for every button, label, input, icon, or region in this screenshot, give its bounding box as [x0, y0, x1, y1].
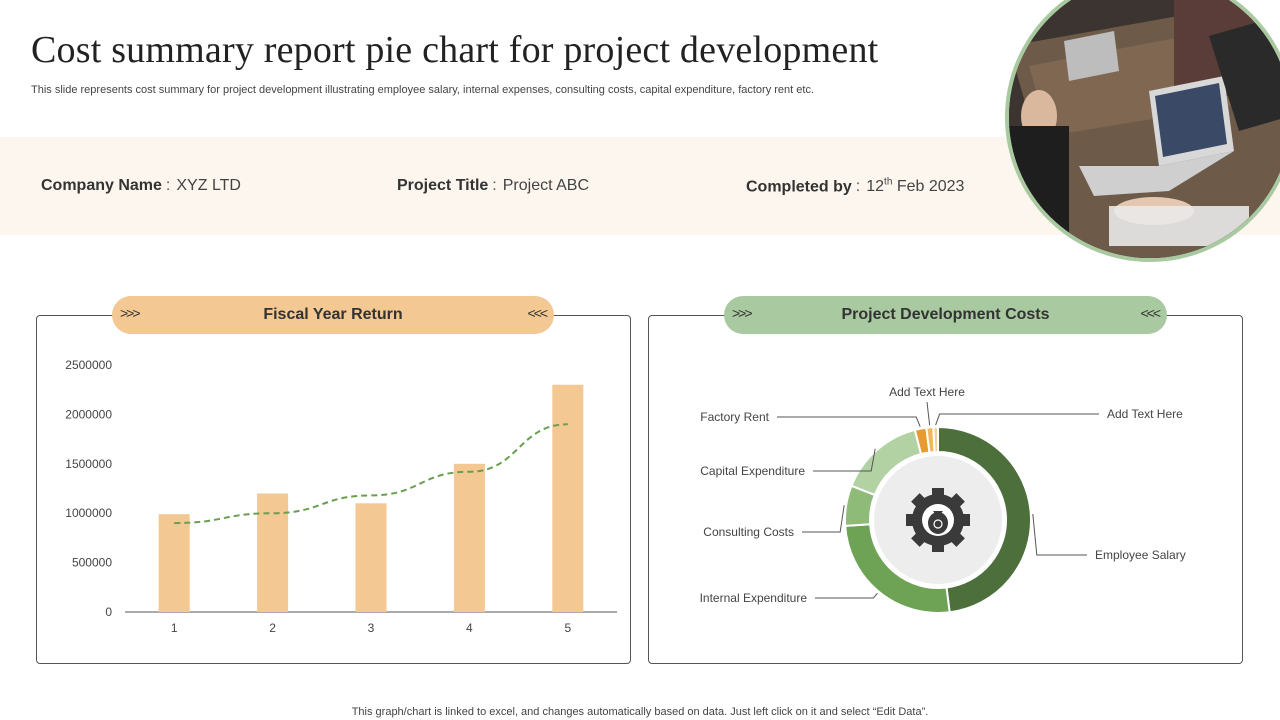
completed-separator: :	[855, 178, 861, 196]
y-tick-label: 500000	[72, 556, 112, 570]
leader-line	[926, 401, 931, 426]
x-tick-label: 4	[466, 621, 473, 635]
completed-day: 12	[866, 178, 885, 196]
slice-label: Add Text Here	[889, 385, 965, 399]
trend-line	[174, 423, 568, 525]
slice-label: Internal Expenditure	[700, 591, 808, 605]
project-info: Project Title: Project ABC	[397, 177, 589, 195]
company-label: Company Name	[41, 177, 162, 194]
project-label: Project Title	[397, 177, 489, 194]
completed-label: Completed by	[746, 178, 852, 196]
slice-label: Employee Salary	[1095, 548, 1186, 562]
slice-add-text-here	[932, 425, 939, 454]
completed-value: 12th Feb 2023	[866, 177, 965, 196]
meeting-photo-frame	[1005, 0, 1280, 262]
company-info: Company Name: XYZ LTD	[41, 177, 241, 195]
x-tick-label: 3	[368, 621, 375, 635]
bar-2	[257, 493, 289, 612]
meeting-photo	[1009, 0, 1280, 258]
completed-rest: Feb 2023	[892, 178, 965, 196]
completed-info: Completed by:12th Feb 2023	[746, 177, 964, 196]
completed-suffix: th	[884, 177, 893, 188]
gear-money-bag-icon	[906, 488, 970, 552]
bar-4	[453, 463, 485, 612]
slice-employee-salary	[937, 425, 1032, 614]
y-tick-label: 2500000	[65, 358, 112, 372]
x-tick-label: 5	[564, 621, 571, 635]
right-arrows-icon: <<<	[1140, 305, 1160, 321]
company-separator: :	[165, 177, 171, 194]
leader-line	[777, 416, 921, 427]
footnote: This graph/chart is linked to excel, and…	[351, 706, 929, 718]
leader-line	[813, 448, 876, 472]
y-tick-label: 1500000	[65, 457, 112, 471]
project-value: Project ABC	[502, 177, 590, 194]
x-tick-label: 2	[269, 621, 276, 635]
right-arrows-icon: <<<	[527, 305, 547, 321]
x-tick-label: 1	[171, 621, 178, 635]
slice-label: Capital Expenditure	[700, 464, 805, 478]
project-development-costs-chart: Employee Salary Internal Expenditure Consu…	[700, 385, 1186, 614]
project-separator: :	[492, 177, 497, 194]
y-tick-label: 2000000	[65, 407, 112, 421]
left-arrows-icon: >>>	[732, 305, 752, 321]
slice-label: Consulting Costs	[703, 525, 794, 539]
y-tick-label: 1000000	[65, 506, 112, 520]
page-subtitle: This slide represents cost summary for p…	[31, 84, 814, 96]
page-title: Cost summary report pie chart for projec…	[31, 29, 879, 71]
project-development-costs-title: Project Development Costs	[841, 306, 1050, 323]
bar-3	[355, 503, 387, 612]
leader-line	[802, 505, 845, 533]
meeting-photo-illustration	[1009, 0, 1280, 258]
y-tick-label: 0	[105, 605, 112, 619]
fiscal-year-return-header: >>> Fiscal Year Return <<<	[112, 296, 554, 334]
fiscal-year-return-title: Fiscal Year Return	[263, 306, 403, 323]
leader-line	[815, 592, 878, 599]
fiscal-year-return-panel	[36, 315, 631, 664]
company-value: XYZ LTD	[176, 177, 241, 194]
bar-1	[158, 514, 190, 612]
bar-5	[552, 384, 584, 612]
slice-label: Add Text Here	[1107, 407, 1183, 421]
leader-line	[935, 413, 1099, 426]
leader-line	[1032, 513, 1087, 556]
slice-label: Factory Rent	[700, 410, 769, 424]
fiscal-year-return-chart: 0 500000 1000000 1500000 2000000 2500000 1 2 3 4 5	[65, 358, 617, 635]
left-arrows-icon: >>>	[120, 305, 140, 321]
project-development-costs-header: >>> Project Development Costs <<<	[724, 296, 1167, 334]
